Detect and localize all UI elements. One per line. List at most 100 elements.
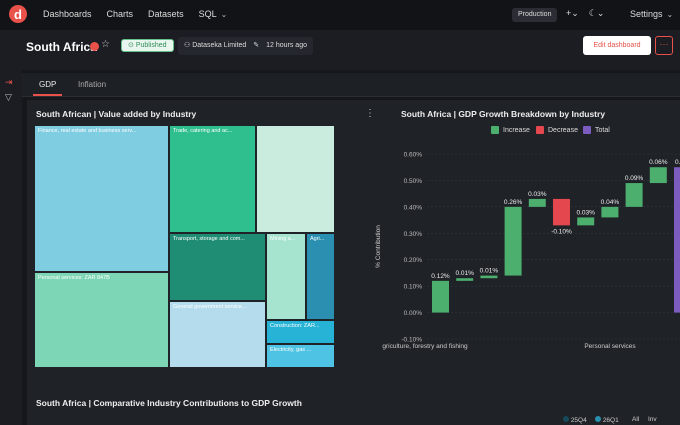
theme-moon-icon[interactable]: ☾⌄: [588, 8, 605, 18]
legend-increase[interactable]: Increase: [491, 126, 530, 134]
comparative-title: South Africa | Comparative Industry Cont…: [36, 398, 302, 408]
y-tick-label: 0.60%: [404, 152, 423, 159]
treemap-tile[interactable]: Personal services: ZAR 847B: [34, 272, 169, 368]
y-tick-label: 0.40%: [404, 204, 423, 211]
data-label: 0.03%: [528, 191, 547, 198]
owner-name: Dataseka Limited: [192, 42, 247, 49]
app-logo[interactable]: d: [9, 5, 27, 23]
nav-charts[interactable]: Charts: [106, 9, 134, 19]
legend-swatch: [563, 416, 569, 422]
tile-label: Transport, storage and com...: [173, 236, 245, 242]
waterfall-bar: [649, 167, 667, 184]
treemap-tile[interactable]: Mining a...: [266, 233, 306, 320]
tile-label: Finance, real estate and business serv..…: [38, 128, 137, 134]
tab-bar: [22, 73, 680, 97]
waterfall-bar: [432, 280, 449, 313]
data-label: 0.09%: [625, 175, 644, 182]
tile-label: Agri...: [310, 236, 325, 242]
data-label: 0.01%: [455, 270, 474, 277]
tile-label: Construction: ZAR...: [270, 323, 320, 329]
legend-label: 25Q4: [570, 417, 587, 424]
chevron-down-icon: ⌄: [666, 10, 674, 19]
filter-icon[interactable]: ▽: [5, 92, 12, 102]
edit-dashboard-button[interactable]: Edit dashboard: [583, 36, 651, 55]
treemap-tile[interactable]: [256, 125, 335, 233]
settings-menu[interactable]: Settings ⌄: [630, 9, 673, 19]
tab-inflation[interactable]: Inflation: [78, 80, 107, 89]
legend-swatch: [536, 126, 544, 134]
plus-icon[interactable]: +⌄: [566, 8, 579, 18]
y-tick-label: 0.00%: [404, 310, 423, 317]
waterfall-bar: [553, 198, 570, 226]
expand-panel-icon[interactable]: ⇥: [5, 77, 13, 87]
environment-badge: Production: [512, 8, 558, 22]
data-label: 0.06%: [649, 159, 668, 166]
treemap-tile[interactable]: Agri...: [306, 233, 335, 320]
waterfall-bar: [625, 183, 643, 207]
favorite-star-icon[interactable]: ☆: [101, 39, 110, 50]
tile-label: General government service...: [173, 304, 247, 310]
modified-time: 12 hours ago: [266, 42, 307, 49]
legend-26q1[interactable]: 26Q1: [595, 416, 619, 424]
treemap-chart: Finance, real estate and business serv..…: [34, 125, 335, 368]
waterfall-bar: [480, 275, 498, 279]
y-tick-label: 0.30%: [404, 231, 423, 238]
tile-label: Trade, catering and ac...: [173, 128, 233, 134]
treemap-tile[interactable]: Transport, storage and com...: [169, 233, 266, 301]
x-tick-label: Personal services: [584, 343, 636, 350]
legend-swatch: [491, 126, 499, 134]
tile-label: Electricity, gas ...: [270, 347, 312, 353]
inv-button[interactable]: Inv: [648, 416, 657, 423]
treemap-tile[interactable]: Construction: ZAR...: [266, 320, 335, 344]
treemap-tile[interactable]: Electricity, gas ...: [266, 344, 335, 368]
y-tick-label: 0.20%: [404, 257, 423, 264]
data-label: 0.03%: [576, 209, 595, 216]
legend-label: Total: [595, 126, 610, 134]
tile-label: Personal services: ZAR 847B: [38, 275, 110, 281]
nav-sql[interactable]: SQL ⌄: [199, 9, 228, 19]
nav-sql-label: SQL: [198, 9, 217, 19]
data-label: 0.12%: [431, 273, 450, 280]
chevron-down-icon: ⌄: [220, 10, 228, 19]
waterfall-bar: [577, 217, 595, 226]
tab-gdp[interactable]: GDP: [39, 80, 57, 89]
waterfall-bar: [456, 278, 474, 281]
pencil-icon: ✎: [253, 42, 260, 49]
nav-datasets[interactable]: Datasets: [148, 9, 184, 19]
y-tick-label: -0.10%: [401, 337, 422, 344]
nav-dashboards[interactable]: Dashboards: [43, 9, 92, 19]
chart-menu-icon[interactable]: ⋮: [365, 108, 375, 119]
check-circle-icon: ⊙: [128, 42, 136, 49]
more-options-button[interactable]: ···: [655, 36, 673, 55]
waterfall-title: South Africa | GDP Growth Breakdown by I…: [401, 109, 606, 119]
waterfall-bar: [504, 206, 522, 276]
active-tab-indicator: [33, 94, 62, 96]
data-label: 0.04%: [601, 199, 620, 206]
x-tick-label: griculture, forestry and fishing: [382, 343, 468, 350]
treemap-tile[interactable]: General government service...: [169, 301, 266, 368]
top-navigation-bar: [0, 0, 680, 30]
legend-label: Increase: [503, 126, 530, 134]
waterfall-bar: [528, 198, 546, 207]
treemap-title: South African | Value added by Industry: [36, 109, 197, 119]
legend-label: 26Q1: [602, 417, 619, 424]
legend-swatch: [583, 126, 591, 134]
legend-swatch: [595, 416, 601, 422]
legend-total[interactable]: Total: [583, 126, 610, 134]
toolbar-icons: +⌄ ☾⌄: [566, 8, 604, 19]
all-button[interactable]: All: [632, 416, 640, 423]
data-label: 0.01%: [480, 268, 499, 275]
legend-decrease[interactable]: Decrease: [536, 126, 578, 134]
legend-25q4[interactable]: 25Q4: [563, 416, 587, 424]
legend-label: Decrease: [548, 126, 578, 134]
dashboard-metadata: ⚇ Dataseka Limited ✎ 12 hours ago: [178, 37, 313, 55]
published-badge[interactable]: ⊙ Published: [121, 39, 174, 52]
treemap-tile[interactable]: Finance, real estate and business serv..…: [34, 125, 169, 272]
dashboard-header: [0, 30, 680, 64]
status-label: Published: [135, 42, 167, 49]
filter-rail: [0, 70, 22, 425]
y-tick-label: 0.50%: [404, 178, 423, 185]
certified-icon: [90, 42, 99, 51]
treemap-tile[interactable]: Trade, catering and ac...: [169, 125, 256, 233]
total-bar: [674, 167, 680, 313]
